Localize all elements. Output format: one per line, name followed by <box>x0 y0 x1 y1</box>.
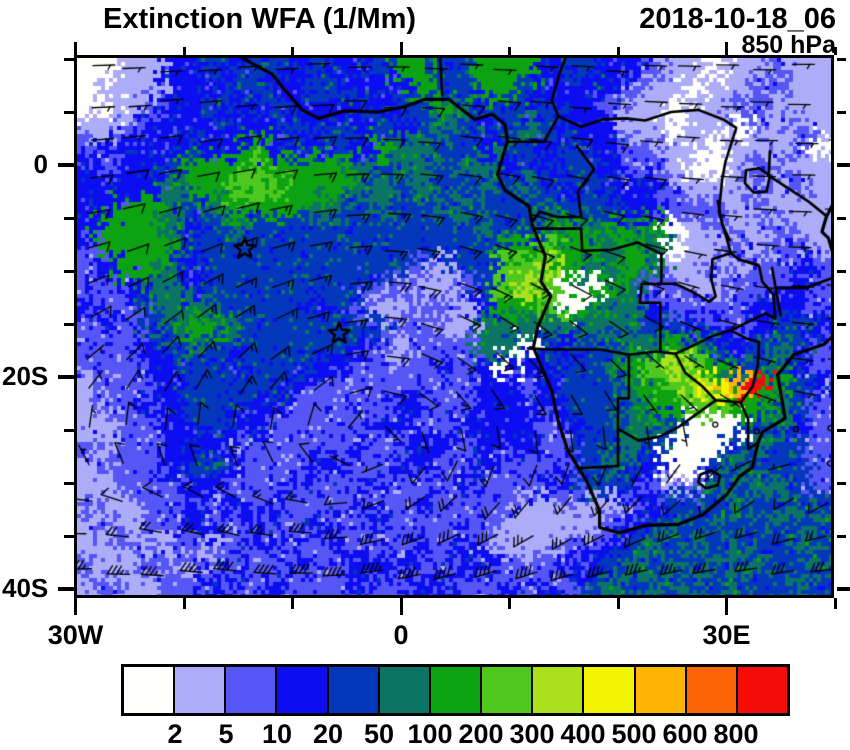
y-major-tick <box>58 587 74 591</box>
x-major-tick <box>725 598 728 615</box>
x-major-tick <box>74 598 77 615</box>
y-major-tick-right <box>837 163 850 167</box>
x-minor-tick <box>833 598 837 609</box>
x-minor-tick-top <box>291 47 294 55</box>
colorbar-label-20: 20 <box>312 719 344 749</box>
y-major-tick-right <box>837 587 850 591</box>
colorbar <box>121 664 790 716</box>
plot-datetime: 2018-10-18_06 <box>639 3 836 35</box>
x-minor-tick-top <box>508 47 511 55</box>
x-axis-label-30E: 30E <box>702 620 751 650</box>
x-major-tick-top <box>399 42 403 55</box>
x-minor-tick <box>291 598 294 609</box>
colorbar-label-800: 800 <box>713 719 759 749</box>
y-minor-tick <box>64 57 74 61</box>
colorbar-cell-0 <box>124 667 174 713</box>
x-minor-tick-top <box>833 47 837 55</box>
colorbar-cell-1 <box>173 667 225 713</box>
x-minor-tick <box>508 598 511 609</box>
y-major-tick-right <box>837 375 850 379</box>
colorbar-label-200: 200 <box>458 719 504 749</box>
y-minor-tick <box>64 481 74 485</box>
x-major-tick <box>399 598 403 615</box>
colorbar-cell-8 <box>531 667 583 713</box>
y-major-tick <box>58 163 74 167</box>
colorbar-cell-5 <box>377 667 429 713</box>
y-minor-tick-right <box>837 534 846 538</box>
y-minor-tick <box>64 110 74 114</box>
colorbar-label-2: 2 <box>167 719 183 749</box>
y-minor-tick-right <box>837 110 846 114</box>
x-major-tick-top <box>725 42 728 55</box>
y-axis-label-40S: 40S <box>2 573 49 603</box>
plot-level: 850 hPa <box>741 31 836 59</box>
colorbar-label-10: 10 <box>261 719 293 749</box>
x-axis-label-30W: 30W <box>47 620 104 650</box>
y-minor-tick <box>64 216 74 220</box>
x-axis-label-0: 0 <box>393 620 409 650</box>
colorbar-cell-10 <box>633 667 685 713</box>
colorbar-label-300: 300 <box>509 719 555 749</box>
x-minor-tick <box>616 598 620 609</box>
x-minor-tick-top <box>182 47 186 55</box>
y-minor-tick <box>64 269 74 273</box>
x-minor-tick <box>182 598 186 609</box>
x-minor-tick-top <box>616 47 620 55</box>
y-major-tick <box>58 375 74 379</box>
x-major-tick-top <box>74 42 77 55</box>
colorbar-cell-3 <box>275 667 327 713</box>
y-minor-tick-right <box>837 322 846 326</box>
colorbar-cell-9 <box>582 667 634 713</box>
map-canvas <box>77 58 831 595</box>
colorbar-label-50: 50 <box>363 719 395 749</box>
plot-title: Extinction WFA (1/Mm) <box>103 3 417 35</box>
colorbar-cell-2 <box>224 667 276 713</box>
y-minor-tick <box>64 534 74 538</box>
colorbar-label-500: 500 <box>611 719 657 749</box>
colorbar-cell-4 <box>326 667 378 713</box>
colorbar-cell-12 <box>735 667 788 713</box>
y-minor-tick <box>64 428 74 432</box>
y-minor-tick <box>64 322 74 326</box>
y-minor-tick-right <box>837 428 846 432</box>
colorbar-label-100: 100 <box>407 719 453 749</box>
colorbar-cell-11 <box>684 667 736 713</box>
colorbar-cell-7 <box>480 667 532 713</box>
colorbar-cell-6 <box>428 667 481 713</box>
y-minor-tick-right <box>837 481 846 485</box>
y-minor-tick-right <box>837 269 846 273</box>
map-frame <box>74 55 834 598</box>
colorbar-label-400: 400 <box>560 719 606 749</box>
y-minor-tick-right <box>837 216 846 220</box>
y-axis-label-20S: 20S <box>2 361 49 391</box>
colorbar-label-600: 600 <box>662 719 708 749</box>
y-axis-label-0: 0 <box>33 149 48 179</box>
y-minor-tick-right <box>837 57 846 61</box>
colorbar-label-5: 5 <box>218 719 234 749</box>
